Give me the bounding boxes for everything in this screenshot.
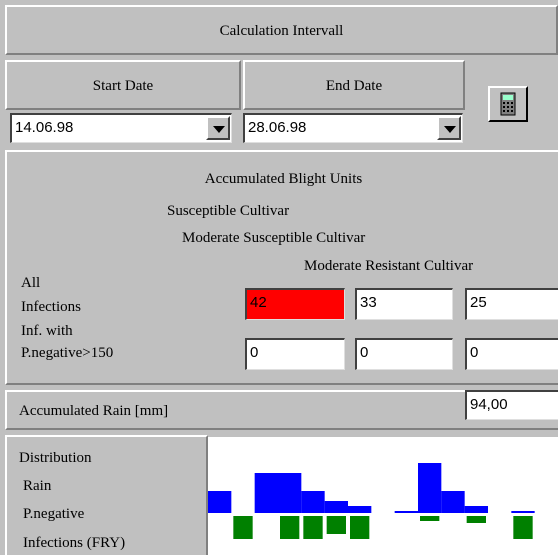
blight-value[interactable]: 0 (245, 338, 345, 370)
start-date-select[interactable]: 14.06.98 (10, 113, 232, 143)
distribution-label: Infections (FRY) (23, 535, 126, 551)
header-panel: Calculation Intervall (5, 5, 558, 55)
infection-bar (513, 516, 533, 539)
rain-bar (394, 511, 418, 513)
row-label: P.negative>150 (21, 345, 114, 361)
infection-bar (280, 516, 300, 539)
rain-bar (441, 491, 465, 513)
end-date-label: End Date (325, 78, 383, 94)
rain-value[interactable]: 94,00 (465, 390, 558, 420)
end-date-header: End Date (243, 60, 465, 110)
cultivar-label: Moderate Susceptible Cultivar (182, 230, 366, 246)
infection-bar (350, 516, 370, 539)
header-title: Calculation Intervall (219, 23, 344, 39)
calculator-icon (500, 92, 516, 116)
blight-value[interactable]: 42 (245, 288, 345, 320)
rain-bar (464, 506, 488, 513)
infection-bar (326, 516, 346, 534)
distribution-chart (208, 437, 558, 555)
cultivar-label: Susceptible Cultivar (167, 203, 290, 219)
distribution-label: P.negative (23, 506, 85, 522)
infection-bar (420, 516, 440, 521)
distribution-label: Distribution (19, 450, 92, 466)
calculate-button[interactable] (488, 86, 528, 122)
distribution-label: Rain (23, 478, 52, 494)
rain-bar (324, 501, 348, 513)
start-date-label: Start Date (92, 78, 154, 94)
distribution-legend: Distribution Rain P.negative Infections … (5, 435, 208, 555)
rain-bar (208, 491, 232, 513)
blight-value[interactable]: 25 (465, 288, 558, 320)
row-label: Inf. with (21, 323, 73, 339)
dropdown-arrow[interactable] (437, 116, 461, 140)
dropdown-arrow[interactable] (206, 116, 230, 140)
rain-label: Accumulated Rain [mm] (19, 403, 169, 419)
rain-bar (254, 473, 278, 513)
blight-value[interactable]: 0 (465, 338, 558, 370)
rain-bar (278, 473, 302, 513)
end-date-select[interactable]: 28.06.98 (243, 113, 463, 143)
rain-bar (348, 506, 372, 513)
start-date-header: Start Date (5, 60, 241, 110)
start-date-value: 14.06.98 (15, 119, 74, 136)
rain-bar (511, 511, 535, 513)
rain-bar (301, 491, 325, 513)
infection-bar (303, 516, 323, 539)
cultivar-label: Moderate Resistant Cultivar (304, 258, 474, 274)
row-label: All (21, 275, 41, 291)
infection-bar (233, 516, 253, 539)
blight-value[interactable]: 33 (355, 288, 453, 320)
rain-bar (418, 463, 442, 513)
end-date-value: 28.06.98 (248, 119, 307, 136)
blight-value[interactable]: 0 (355, 338, 453, 370)
infection-bar (466, 516, 486, 523)
blight-title: Accumulated Blight Units (204, 171, 363, 187)
row-label: Infections (21, 299, 81, 315)
